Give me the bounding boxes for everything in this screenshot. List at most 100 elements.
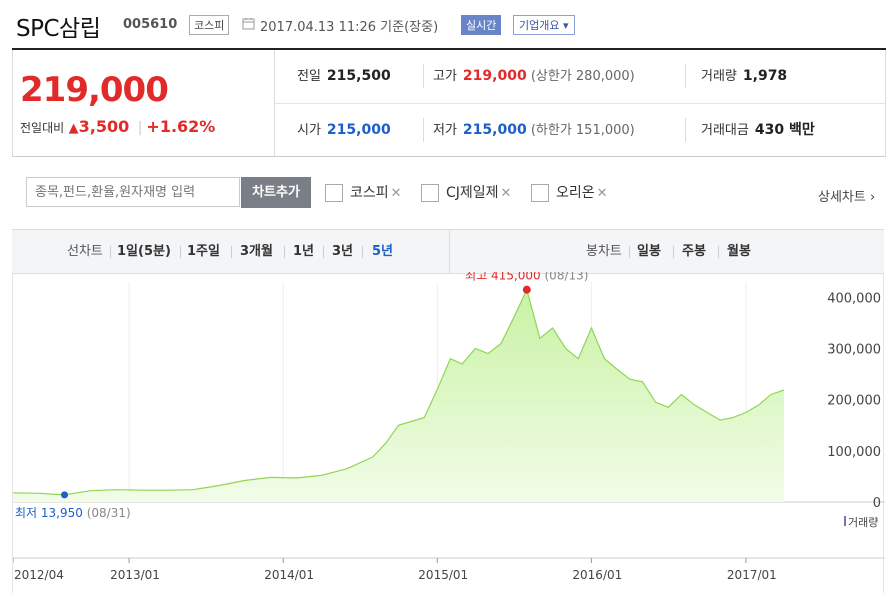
change-separator: | — [137, 120, 143, 136]
chart-toolbar: 선차트 1일(5분) 1주일 3개월 1년 3년 5년 봉차트 일봉 주봉 월봉 — [12, 229, 884, 274]
tab-1day[interactable]: 1일(5분) — [117, 244, 171, 259]
cell-divider — [685, 118, 686, 142]
trade-value-label: 거래대금 — [701, 123, 749, 138]
y-tick-label: 100,000 — [827, 445, 881, 460]
toolbar-separator — [110, 246, 111, 258]
basis-text: 기준(장중) — [380, 20, 439, 35]
min-label: 최저 13,950 (08/31) — [15, 506, 131, 520]
close-icon[interactable]: ✕ — [500, 186, 512, 201]
candle-chart-label: 봉차트 — [586, 244, 622, 259]
price-change: 전일대비 ▲3,500 | +1.62% — [20, 117, 215, 136]
company-info-dropdown[interactable]: 기업개요 ▾ — [513, 15, 575, 35]
volume: 거래량 1,978 — [701, 50, 787, 102]
volume-legend-swatch — [844, 516, 846, 526]
low-label: 저가 — [433, 123, 457, 138]
current-price-box: 219,000 전일대비 ▲3,500 | +1.62% — [13, 50, 275, 156]
close-icon[interactable]: ✕ — [390, 186, 402, 201]
tab-daily[interactable]: 일봉 — [637, 244, 661, 259]
price-summary: 219,000 전일대비 ▲3,500 | +1.62% 전일 215,500 고가… — [12, 50, 886, 157]
detail-chart-link[interactable]: 상세차트 › — [818, 190, 876, 205]
volume-label: 거래량 — [701, 69, 737, 84]
max-label: 최고 415,000 (08/13) — [465, 272, 588, 283]
compare-item-label: 코스피 — [350, 185, 389, 201]
toolbar-divider — [449, 230, 450, 273]
cell-divider — [685, 64, 686, 88]
compare-item-label: CJ제일제 — [446, 185, 499, 201]
add-chart-button[interactable]: 차트추가 — [241, 177, 311, 208]
trade-value-value: 430 백만 — [754, 122, 815, 138]
min-point — [61, 491, 69, 499]
change-label: 전일대비 — [20, 121, 65, 135]
datetime-text: 2017.04.13 11:26 — [260, 20, 377, 35]
y-tick-label: 0 — [873, 496, 881, 511]
current-price: 219,000 — [20, 70, 169, 110]
checkbox[interactable] — [531, 184, 549, 202]
compare-item-kospi[interactable]: 코스피 ✕ — [325, 183, 402, 203]
stock-header: SPC삼립 005610 코스피 2017.04.13 11:26 기준(장중)… — [0, 0, 892, 48]
cell-divider — [423, 118, 424, 142]
price-grid-row: 시가 215,000 저가 215,000 (하한가 151,000) 거래대금 43… — [275, 104, 885, 156]
tab-1year[interactable]: 1년 — [293, 244, 315, 259]
price-line — [12, 287, 785, 496]
prev-close-label: 전일 — [297, 69, 321, 84]
tab-3year[interactable]: 3년 — [332, 244, 354, 259]
trade-value: 거래대금 430 백만 — [701, 104, 815, 156]
x-tick-label: 2016/01 — [572, 568, 622, 582]
high-label: 고가 — [433, 69, 457, 84]
volume-value: 1,978 — [742, 68, 788, 84]
compare-search-input[interactable] — [26, 177, 240, 207]
toolbar-separator — [323, 246, 324, 258]
tab-3month[interactable]: 3개월 — [240, 244, 273, 259]
toolbar-separator — [362, 246, 363, 258]
change-percent: +1.62% — [146, 117, 216, 136]
cell-divider — [423, 64, 424, 88]
company-name: SPC삼립 — [16, 16, 101, 42]
line-chart-label: 선차트 — [67, 244, 103, 259]
x-tick-label: 2015/01 — [418, 568, 468, 582]
market-badge: 코스피 — [189, 15, 230, 35]
x-tick-label: 2012/04 — [14, 568, 64, 582]
stock-code: 005610 — [123, 17, 178, 32]
high-price: 고가 219,000 (상한가 280,000) — [433, 50, 635, 102]
header-divider — [12, 48, 886, 50]
low-value: 215,000 — [462, 122, 527, 138]
change-amount: 3,500 — [78, 117, 130, 136]
toolbar-separator — [629, 246, 630, 258]
realtime-button[interactable]: 실시간 — [461, 15, 502, 35]
price-chart[interactable]: 2012/04 2013/01 2014/01 2015/01 2016/01 2017/… — [12, 269, 885, 593]
checkbox[interactable] — [325, 184, 343, 202]
x-tick-label: 2013/01 — [110, 568, 160, 582]
toolbar-separator — [718, 246, 719, 258]
quote-datetime: 2017.04.13 11:26 기준(장중) — [260, 16, 438, 35]
toolbar-separator — [231, 246, 232, 258]
clock-icon — [242, 18, 255, 30]
x-tick-label: 2014/01 — [264, 568, 314, 582]
compare-item-label: 오리온 — [556, 185, 595, 201]
tab-weekly[interactable]: 주봉 — [682, 244, 706, 259]
low-price: 저가 215,000 (하한가 151,000) — [433, 104, 635, 156]
lower-limit: (하한가 151,000) — [530, 123, 635, 138]
tab-5year[interactable]: 5년 — [372, 244, 394, 259]
tab-monthly[interactable]: 월봉 — [727, 244, 751, 259]
price-area — [13, 289, 784, 502]
prev-close: 전일 215,500 — [297, 50, 391, 102]
price-grid: 전일 215,500 고가 219,000 (상한가 280,000) 거래량 1,9… — [275, 50, 885, 156]
close-icon[interactable]: ✕ — [596, 186, 608, 201]
toolbar-separator — [284, 246, 285, 258]
compare-item-cj[interactable]: CJ제일제 ✕ — [421, 183, 511, 203]
tab-1week[interactable]: 1주일 — [187, 244, 220, 259]
y-tick-label: 200,000 — [827, 394, 881, 409]
toolbar-separator — [180, 246, 181, 258]
max-point — [522, 285, 531, 294]
upper-limit: (상한가 280,000) — [530, 69, 635, 84]
open-label: 시가 — [297, 123, 321, 138]
high-value: 219,000 — [462, 68, 527, 84]
compare-item-orion[interactable]: 오리온 ✕ — [531, 183, 608, 203]
toolbar-separator — [673, 246, 674, 258]
open-price: 시가 215,000 — [297, 104, 391, 156]
x-tick-label: 2017/01 — [727, 568, 777, 582]
checkbox[interactable] — [421, 184, 439, 202]
price-chart-svg: 2012/04 2013/01 2014/01 2015/01 2016/01 2017/… — [12, 269, 885, 582]
y-tick-label: 300,000 — [827, 343, 881, 358]
up-arrow-icon: ▲ — [68, 121, 79, 136]
